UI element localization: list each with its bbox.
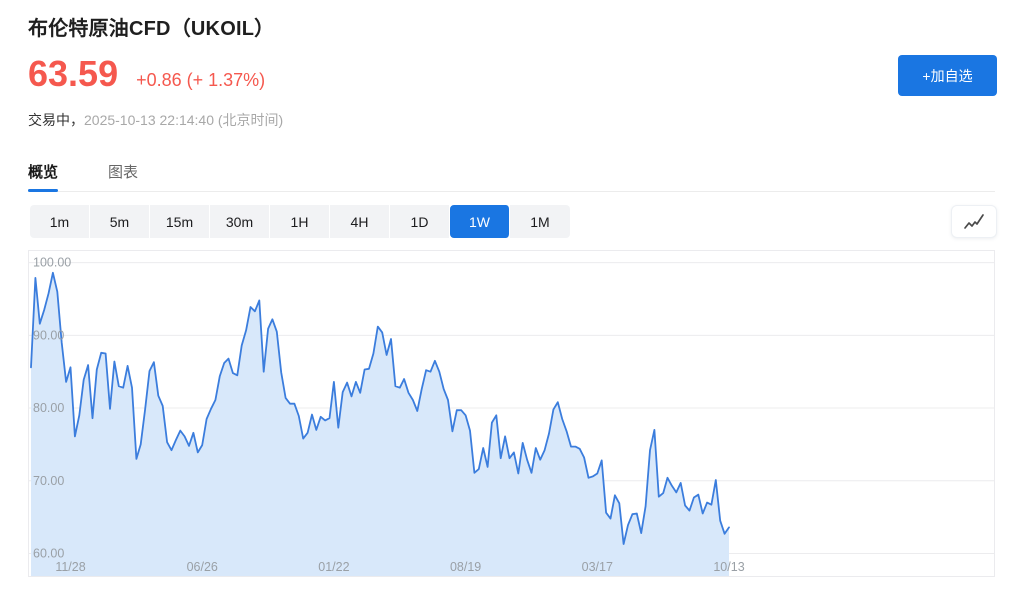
tab-0[interactable]: 概览 — [28, 155, 59, 192]
price-row: 63.59 +0.86 (+ 1.37%) — [28, 56, 265, 92]
timeframe-1H[interactable]: 1H — [270, 205, 330, 238]
tab-1[interactable]: 图表 — [108, 164, 139, 181]
add-watchlist-button[interactable]: +加自选 — [898, 55, 997, 96]
timeframe-30m[interactable]: 30m — [210, 205, 270, 238]
trading-status: 交易中， — [28, 112, 84, 128]
last-price: 63.59 — [28, 53, 119, 94]
x-axis-label-03-17: 03/17 — [582, 560, 613, 574]
line-chart-icon — [964, 213, 984, 229]
section-tabs: 概览 图表 — [28, 155, 995, 192]
x-axis-label-01-22: 01/22 — [318, 560, 349, 574]
chart-type-button[interactable] — [951, 205, 997, 238]
price-line-series — [30, 271, 730, 545]
price-area-fill — [31, 272, 729, 576]
timeframe-1W[interactable]: 1W — [450, 205, 510, 238]
x-axis-label-08-19: 08/19 — [450, 560, 481, 574]
quote-timestamp: 2025-10-13 22:14:40 (北京时间) — [84, 112, 284, 128]
timeframe-1D[interactable]: 1D — [390, 205, 450, 238]
timeframe-1m[interactable]: 1m — [30, 205, 90, 238]
x-axis-label-11-28: 11/28 — [55, 560, 85, 574]
x-axis-label-10-13: 10/13 — [713, 560, 744, 574]
timeframe-5m[interactable]: 5m — [90, 205, 150, 238]
price-chart[interactable]: 100.00 90.00 80.00 70.00 60.00 11/28 06/26 01/2… — [28, 250, 995, 577]
instrument-title: 布伦特原油CFD（UKOIL） — [28, 18, 275, 40]
y-axis-label-60.00: 60.00 — [33, 546, 64, 560]
trading-status-row: 交易中，2025-10-13 22:14:40 (北京时间) — [28, 110, 283, 130]
x-axis-label-06-26: 06/26 — [187, 560, 218, 574]
y-axis-label-90.00: 90.00 — [33, 328, 64, 342]
timeframe-4H[interactable]: 4H — [330, 205, 390, 238]
y-axis-label-70.00: 70.00 — [33, 474, 64, 488]
timeframe-toolbar: 1m 5m 15m 30m 1H 4H 1D 1W 1M — [30, 205, 570, 238]
timeframe-15m[interactable]: 15m — [150, 205, 210, 238]
y-axis-label-100.00: 100.00 — [33, 256, 71, 270]
price-change: +0.86 (+ 1.37%) — [136, 70, 266, 90]
y-axis-label-80.00: 80.00 — [33, 401, 64, 415]
timeframe-1M[interactable]: 1M — [510, 205, 570, 238]
